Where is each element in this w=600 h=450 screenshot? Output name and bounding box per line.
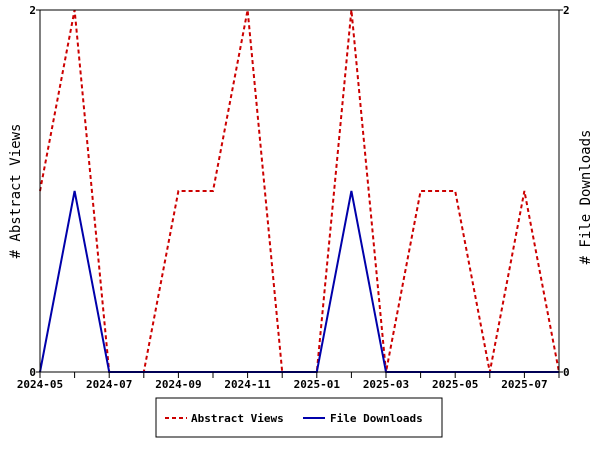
y-tick-label-left: 0 — [29, 366, 36, 379]
y-axis-title-right: # File Downloads — [578, 130, 594, 265]
x-tick-label: 2025-01 — [294, 378, 341, 391]
series-line-abstract-views — [39, 9, 560, 373]
x-tick-label: 2025-07 — [501, 378, 547, 391]
x-tick-label: 2024-05 — [17, 378, 63, 391]
legend-label-file-downloads: File Downloads — [330, 412, 423, 425]
x-tick-label: 2024-07 — [86, 378, 132, 391]
x-tick-label: 2024-09 — [155, 378, 201, 391]
axes: 2024-05 2024-07 2024-09 2024-11 2025-01 2025-… — [17, 4, 570, 391]
y-tick-label-right: 2 — [563, 4, 570, 17]
legend-label-abstract-views: Abstract Views — [191, 412, 284, 425]
x-tick-label: 2025-05 — [432, 378, 478, 391]
x-tick-label: 2025-03 — [363, 378, 409, 391]
y-axis-title-left: # Abstract Views — [8, 124, 24, 259]
series-line-file-downloads — [39, 190, 559, 373]
x-tick-label: 2024-11 — [224, 378, 271, 391]
y-tick-label-right: 0 — [563, 366, 570, 379]
legend-box — [155, 397, 443, 438]
plot-area — [39, 9, 560, 373]
y-tick-label-left: 2 — [29, 4, 36, 17]
legend: Abstract Views File Downloads — [155, 397, 443, 438]
plot-frame — [39, 9, 560, 373]
